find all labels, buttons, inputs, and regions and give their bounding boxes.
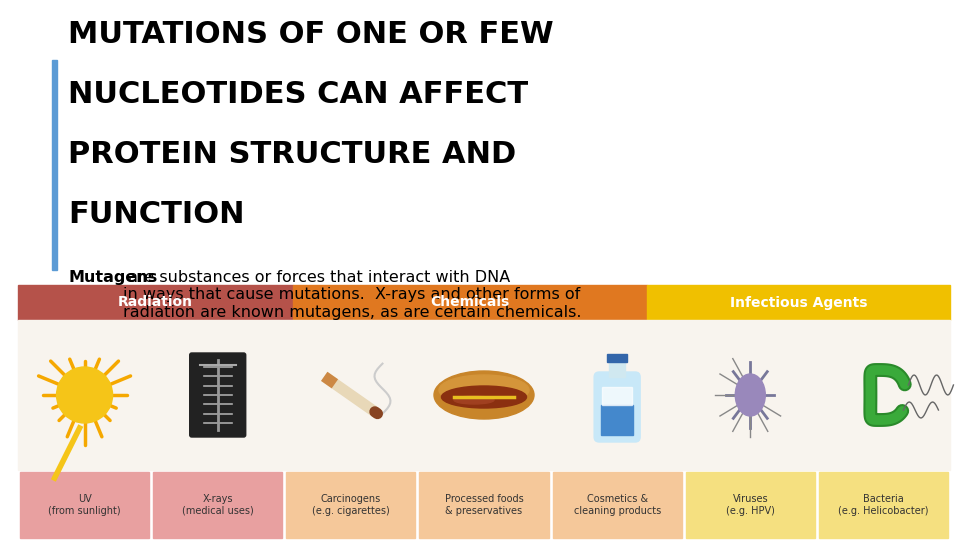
Text: Bacteria
(e.g. Helicobacter): Bacteria (e.g. Helicobacter) xyxy=(838,494,928,516)
Bar xyxy=(52,60,57,270)
Bar xyxy=(20,472,149,538)
Text: Infectious Agents: Infectious Agents xyxy=(730,295,867,309)
Ellipse shape xyxy=(442,386,526,408)
Text: FUNCTION: FUNCTION xyxy=(68,200,245,229)
Bar xyxy=(293,285,647,320)
FancyBboxPatch shape xyxy=(594,372,640,442)
Text: PROTEIN STRUCTURE AND: PROTEIN STRUCTURE AND xyxy=(68,140,516,169)
Text: NUCLEOTIDES CAN AFFECT: NUCLEOTIDES CAN AFFECT xyxy=(68,80,528,109)
Bar xyxy=(819,472,948,538)
Text: Carcinogens
(e.g. cigarettes): Carcinogens (e.g. cigarettes) xyxy=(312,494,390,516)
Text: Chemicals: Chemicals xyxy=(430,295,510,309)
Text: Viruses
(e.g. HPV): Viruses (e.g. HPV) xyxy=(726,494,775,516)
Bar xyxy=(553,472,682,538)
Circle shape xyxy=(57,367,112,423)
Bar xyxy=(18,320,950,470)
Text: MUTATIONS OF ONE OR FEW: MUTATIONS OF ONE OR FEW xyxy=(68,20,554,49)
Text: are substances or forces that interact with DNA
in ways that cause mutations.  X: are substances or forces that interact w… xyxy=(123,270,582,320)
Bar xyxy=(602,387,632,405)
Bar xyxy=(610,362,625,377)
Bar xyxy=(607,354,627,362)
Text: Processed foods
& preservatives: Processed foods & preservatives xyxy=(444,494,523,516)
Bar xyxy=(154,472,282,538)
Ellipse shape xyxy=(434,371,534,419)
FancyBboxPatch shape xyxy=(190,353,246,437)
Text: Cosmetics &
cleaning products: Cosmetics & cleaning products xyxy=(573,494,660,516)
Text: Radiation: Radiation xyxy=(118,295,193,309)
Bar xyxy=(601,405,634,435)
Bar xyxy=(685,472,815,538)
Ellipse shape xyxy=(439,375,529,405)
Bar xyxy=(420,472,548,538)
Text: X-rays
(medical uses): X-rays (medical uses) xyxy=(181,494,253,516)
Bar xyxy=(647,285,950,320)
Ellipse shape xyxy=(454,396,494,404)
Bar xyxy=(286,472,416,538)
Text: UV
(from sunlight): UV (from sunlight) xyxy=(48,494,121,516)
Bar xyxy=(18,285,293,320)
Text: Mutagens: Mutagens xyxy=(68,270,157,285)
Ellipse shape xyxy=(735,374,765,416)
